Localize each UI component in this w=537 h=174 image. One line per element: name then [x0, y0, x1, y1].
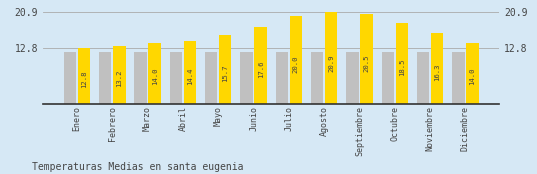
Bar	[113, 46, 126, 104]
Text: 20.9: 20.9	[328, 54, 334, 72]
Bar	[290, 16, 302, 104]
Bar	[360, 14, 373, 104]
Bar	[148, 43, 161, 104]
Bar	[170, 52, 182, 104]
Bar	[325, 12, 337, 104]
Bar	[240, 52, 252, 104]
Bar	[452, 52, 465, 104]
Bar	[219, 35, 231, 104]
Text: 14.4: 14.4	[187, 67, 193, 85]
Bar	[64, 52, 76, 104]
Text: 13.2: 13.2	[117, 69, 122, 87]
Text: 17.6: 17.6	[258, 61, 264, 78]
Bar	[417, 52, 429, 104]
Text: 18.5: 18.5	[399, 59, 405, 76]
Bar	[134, 52, 147, 104]
Bar	[346, 52, 359, 104]
Text: 12.8: 12.8	[81, 70, 87, 88]
Bar	[255, 27, 267, 104]
Text: 15.7: 15.7	[222, 65, 228, 82]
Bar	[275, 52, 288, 104]
Text: 20.5: 20.5	[364, 55, 369, 73]
Bar	[205, 52, 217, 104]
Bar	[466, 43, 478, 104]
Text: 20.0: 20.0	[293, 56, 299, 73]
Bar	[396, 23, 408, 104]
Bar	[78, 48, 90, 104]
Bar	[382, 52, 394, 104]
Bar	[184, 41, 196, 104]
Text: 16.3: 16.3	[434, 63, 440, 81]
Text: 14.0: 14.0	[469, 68, 475, 85]
Bar	[431, 33, 444, 104]
Bar	[311, 52, 323, 104]
Text: Temperaturas Medias en santa eugenia: Temperaturas Medias en santa eugenia	[32, 162, 244, 172]
Text: 14.0: 14.0	[151, 68, 158, 85]
Bar	[99, 52, 111, 104]
